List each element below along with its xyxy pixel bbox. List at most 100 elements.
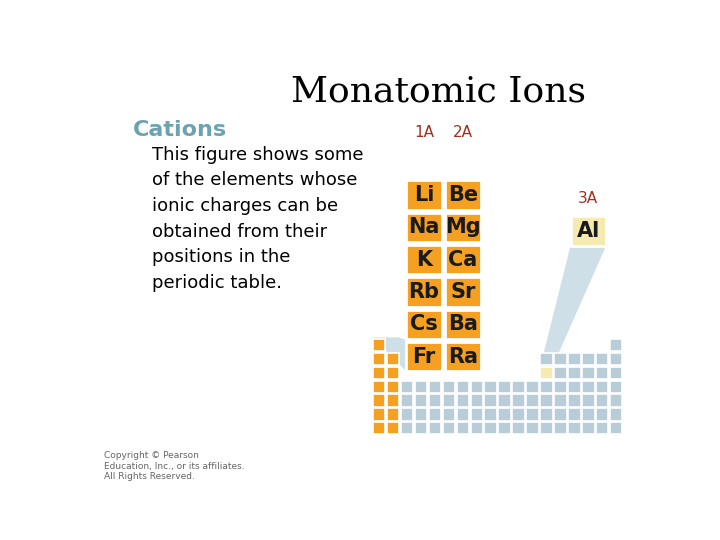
Text: Ba: Ba: [448, 314, 477, 334]
Bar: [445, 278, 481, 307]
Bar: [406, 278, 442, 307]
Bar: [456, 394, 469, 407]
Bar: [428, 394, 441, 407]
Text: Rb: Rb: [408, 282, 439, 302]
Bar: [568, 394, 580, 407]
Bar: [596, 422, 608, 434]
Bar: [554, 422, 567, 434]
Bar: [456, 381, 469, 393]
Bar: [568, 422, 580, 434]
Bar: [373, 422, 385, 434]
Bar: [471, 394, 483, 407]
Bar: [373, 367, 385, 379]
Bar: [540, 394, 553, 407]
Bar: [554, 381, 567, 393]
Text: Fr: Fr: [413, 347, 436, 367]
Bar: [568, 381, 580, 393]
Bar: [406, 245, 442, 274]
Bar: [596, 381, 608, 393]
Bar: [554, 353, 567, 365]
Bar: [610, 367, 622, 379]
Bar: [406, 342, 442, 372]
Bar: [387, 394, 399, 407]
Bar: [401, 394, 413, 407]
Bar: [568, 353, 580, 365]
Bar: [610, 339, 622, 351]
Bar: [498, 408, 510, 421]
Bar: [582, 353, 595, 365]
Bar: [526, 394, 539, 407]
Bar: [471, 381, 483, 393]
Bar: [498, 422, 510, 434]
Bar: [568, 408, 580, 421]
Bar: [513, 422, 525, 434]
Bar: [445, 309, 481, 339]
Bar: [387, 408, 399, 421]
Bar: [513, 408, 525, 421]
Bar: [485, 408, 497, 421]
Bar: [471, 422, 483, 434]
Text: Monatomic Ions: Monatomic Ions: [292, 74, 586, 108]
Bar: [373, 339, 385, 351]
Bar: [443, 408, 455, 421]
Text: 3A: 3A: [578, 191, 598, 206]
Bar: [540, 367, 553, 379]
Bar: [406, 309, 442, 339]
Bar: [415, 394, 427, 407]
Bar: [570, 217, 606, 246]
Bar: [456, 422, 469, 434]
Bar: [415, 381, 427, 393]
Bar: [513, 394, 525, 407]
Bar: [428, 381, 441, 393]
Bar: [526, 408, 539, 421]
Bar: [373, 353, 385, 365]
Bar: [456, 408, 469, 421]
Text: Li: Li: [414, 185, 434, 205]
Bar: [445, 245, 481, 274]
Text: Ra: Ra: [448, 347, 478, 367]
Bar: [568, 367, 580, 379]
Bar: [401, 422, 413, 434]
Bar: [554, 367, 567, 379]
Bar: [406, 180, 442, 210]
Bar: [445, 180, 481, 210]
Bar: [387, 367, 399, 379]
Bar: [485, 381, 497, 393]
Polygon shape: [373, 338, 481, 372]
Bar: [540, 353, 553, 365]
Bar: [401, 381, 413, 393]
Bar: [373, 394, 385, 407]
Bar: [610, 394, 622, 407]
Bar: [610, 353, 622, 365]
Bar: [387, 381, 399, 393]
Polygon shape: [540, 246, 606, 367]
Bar: [582, 422, 595, 434]
Text: Ca: Ca: [448, 249, 477, 269]
Bar: [540, 381, 553, 393]
Bar: [610, 408, 622, 421]
Bar: [526, 422, 539, 434]
Bar: [582, 394, 595, 407]
Bar: [526, 381, 539, 393]
Text: 2A: 2A: [453, 125, 473, 140]
Bar: [582, 408, 595, 421]
Text: Sr: Sr: [450, 282, 475, 302]
Bar: [415, 422, 427, 434]
Bar: [485, 394, 497, 407]
Bar: [387, 422, 399, 434]
Bar: [428, 422, 441, 434]
Bar: [485, 422, 497, 434]
Bar: [596, 353, 608, 365]
Text: This figure shows some
of the elements whose
ionic charges can be
obtained from : This figure shows some of the elements w…: [152, 146, 364, 292]
Bar: [471, 408, 483, 421]
Text: Al: Al: [577, 221, 600, 241]
Bar: [428, 408, 441, 421]
Bar: [610, 422, 622, 434]
Bar: [373, 408, 385, 421]
Bar: [540, 408, 553, 421]
Bar: [387, 353, 399, 365]
Bar: [554, 394, 567, 407]
Bar: [443, 394, 455, 407]
Bar: [401, 408, 413, 421]
Bar: [582, 381, 595, 393]
